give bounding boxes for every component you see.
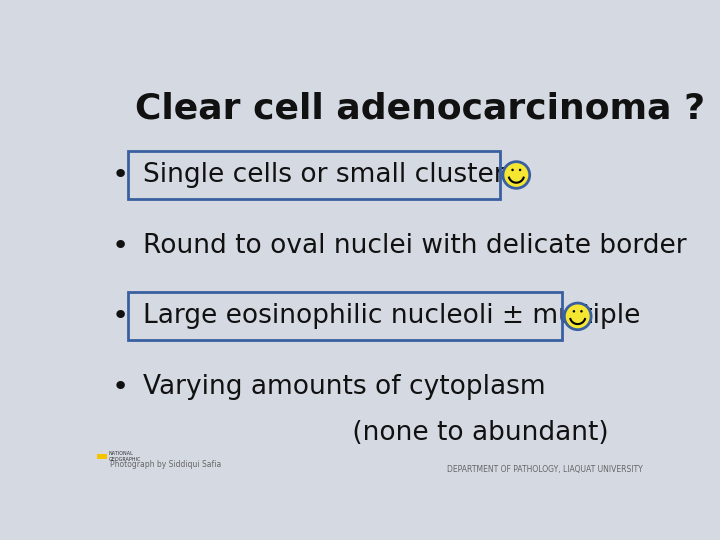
Text: DEPARTMENT OF PATHOLOGY, LIAQUAT UNIVERSITY: DEPARTMENT OF PATHOLOGY, LIAQUAT UNIVERS…	[446, 465, 642, 474]
Text: •: •	[112, 373, 130, 401]
Ellipse shape	[511, 168, 514, 171]
Text: •: •	[112, 302, 130, 330]
Bar	[96, 454, 107, 459]
Ellipse shape	[580, 310, 582, 313]
Text: •: •	[112, 161, 130, 189]
Text: (none to abundant): (none to abundant)	[143, 420, 608, 446]
Text: NATIONAL
GEOGRAPHIC: NATIONAL GEOGRAPHIC	[109, 451, 141, 462]
Text: Clear cell adenocarcinoma ?: Clear cell adenocarcinoma ?	[135, 91, 705, 125]
Text: Photograph by Siddiqui Safia: Photograph by Siddiqui Safia	[109, 460, 221, 469]
Ellipse shape	[503, 161, 530, 188]
Text: Round to oval nuclei with delicate border: Round to oval nuclei with delicate borde…	[143, 233, 687, 259]
Text: Varying amounts of cytoplasm: Varying amounts of cytoplasm	[143, 374, 546, 400]
Ellipse shape	[519, 168, 521, 171]
Text: Large eosinophilic nucleoli ± multiple: Large eosinophilic nucleoli ± multiple	[143, 303, 640, 329]
Text: Single cells or small clusters: Single cells or small clusters	[143, 162, 518, 188]
Ellipse shape	[564, 303, 591, 329]
Ellipse shape	[572, 310, 575, 313]
Text: •: •	[112, 232, 130, 260]
